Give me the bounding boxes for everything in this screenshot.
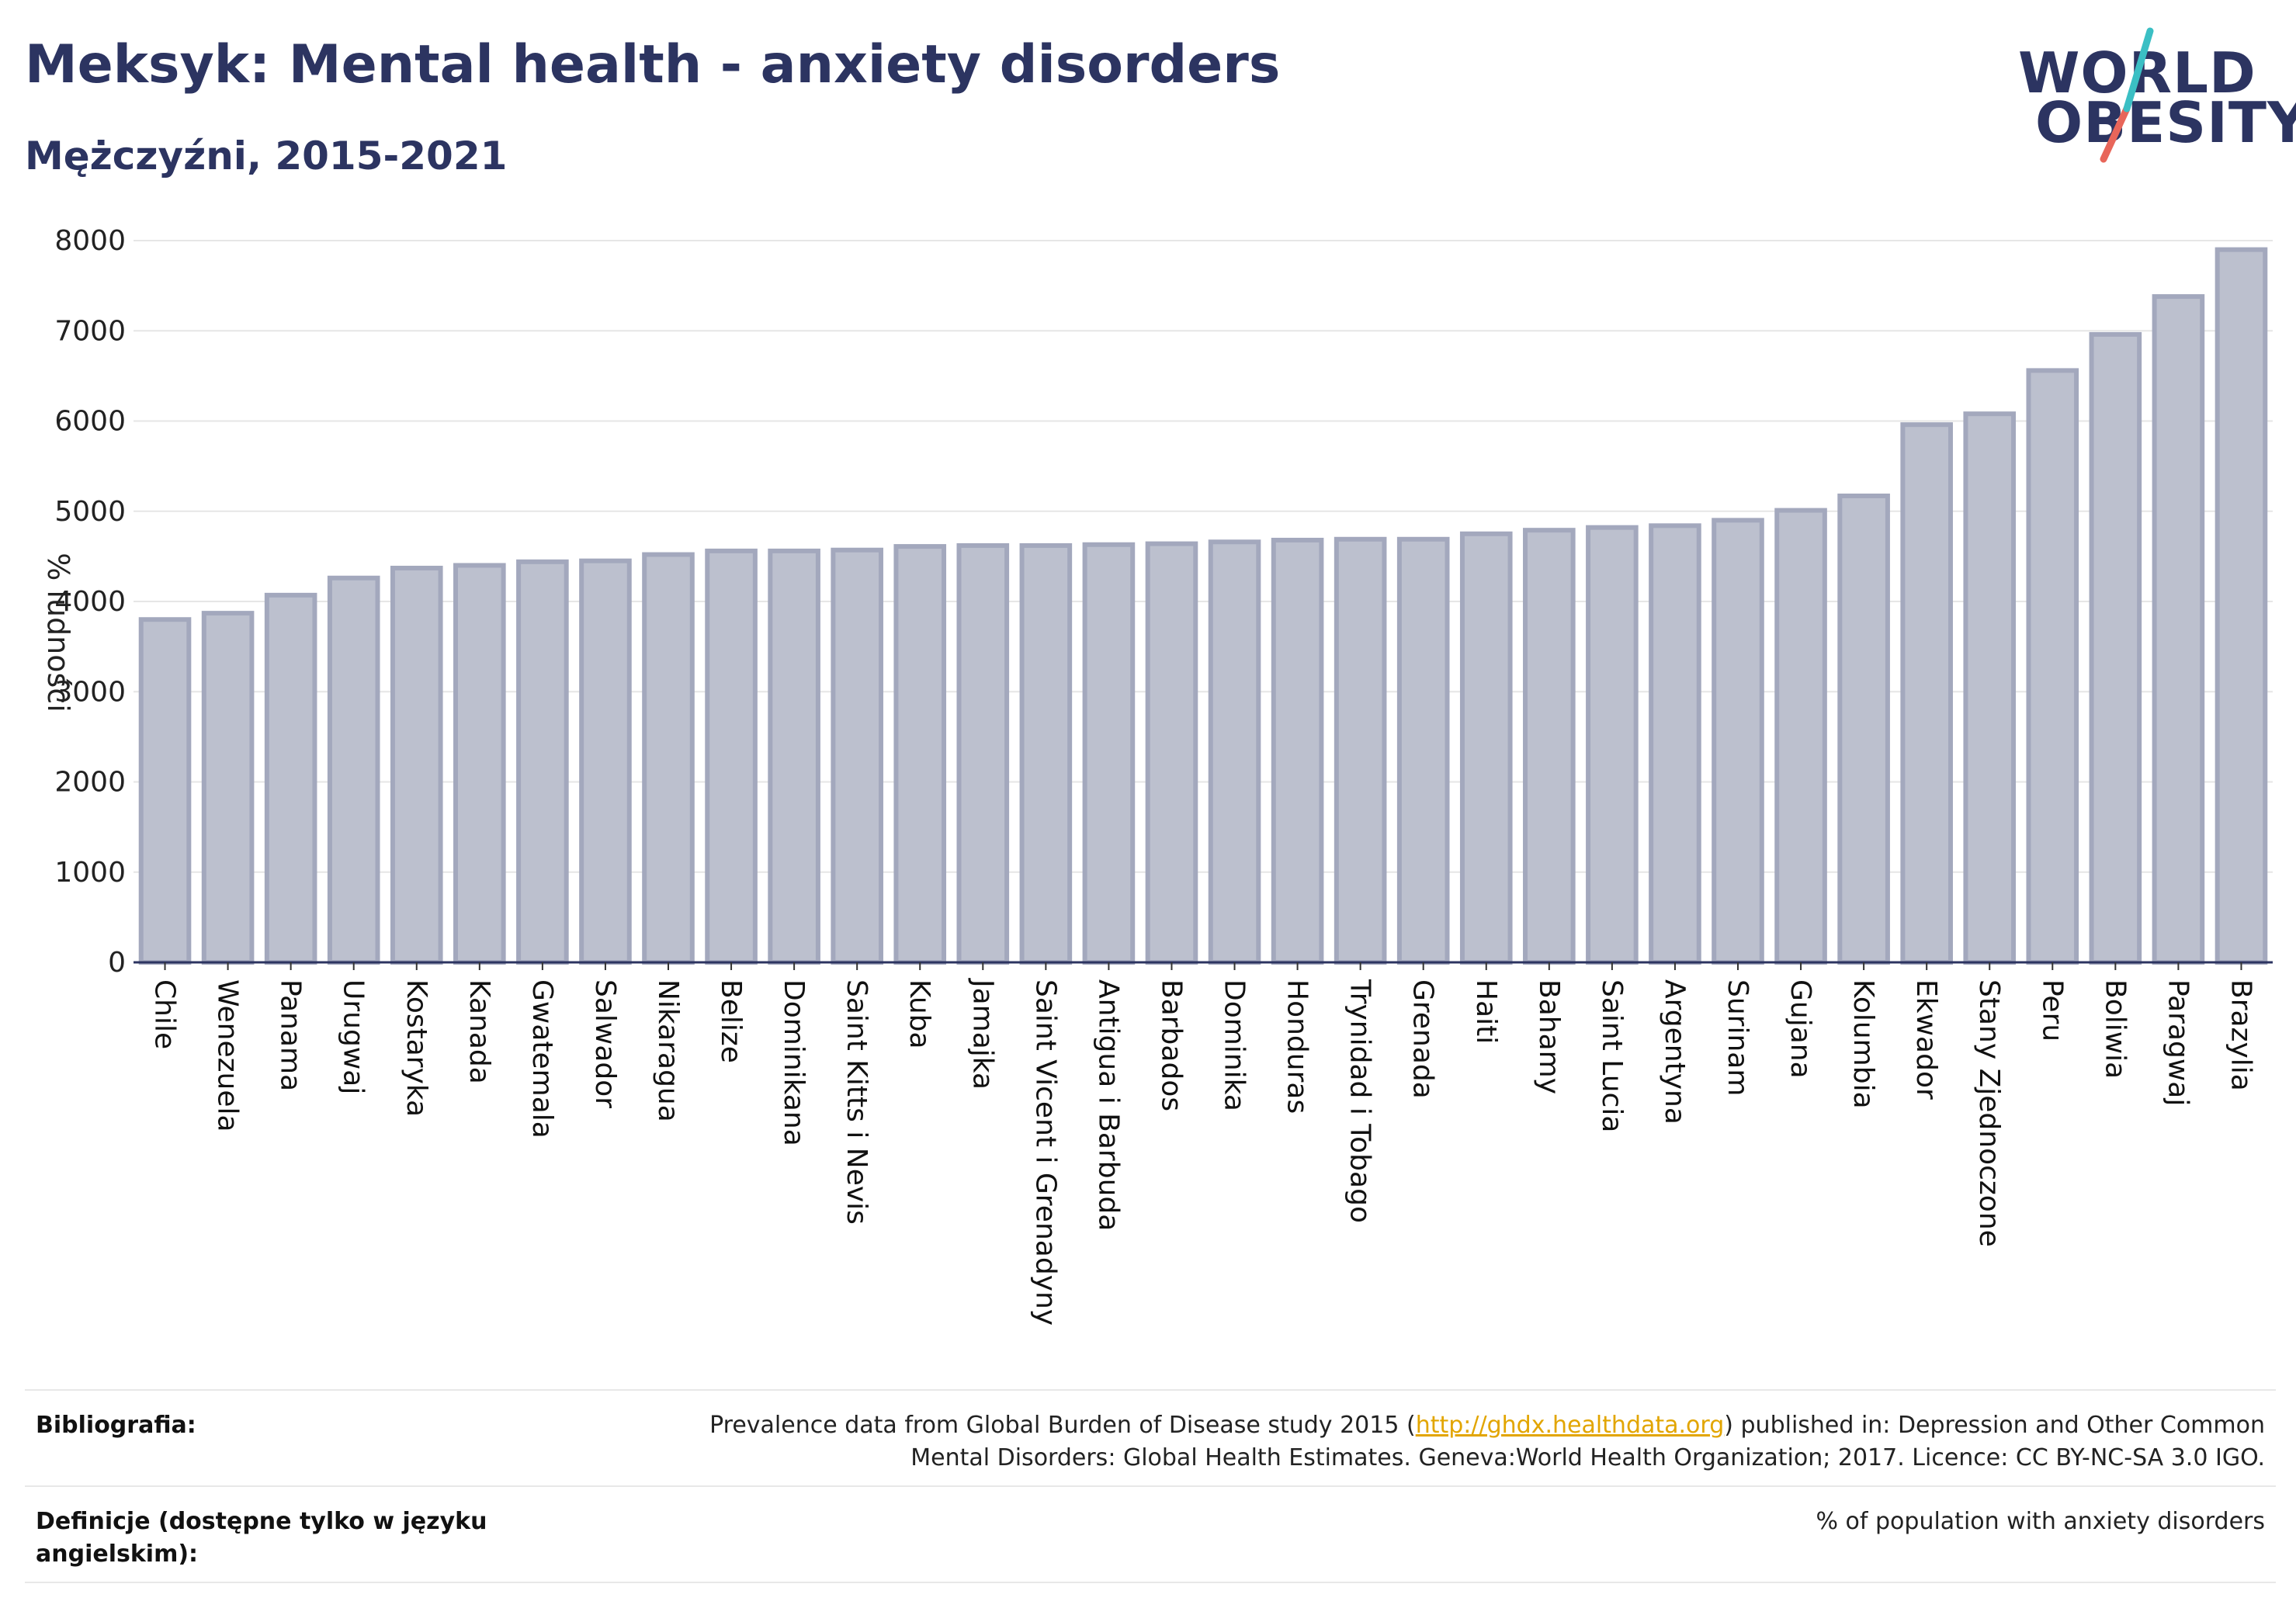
y-tick-label: 0	[108, 947, 126, 979]
x-tick-label: Gwatemala	[526, 979, 558, 1139]
chart-title: Meksyk: Mental health - anxiety disorder…	[25, 34, 1281, 95]
x-tick-label: Haiti	[1470, 979, 1502, 1044]
x-tick-label: Stany Zjednoczone	[1973, 979, 2005, 1247]
logo-word-2: OBESITY	[2035, 90, 2296, 155]
bibliography-label: Bibliografia:	[36, 1412, 196, 1439]
x-tick-label: Peru	[2036, 979, 2068, 1041]
bar	[2152, 294, 2205, 965]
y-tick-label: 6000	[54, 406, 126, 438]
x-tick-label: Gujana	[1784, 979, 1816, 1079]
bar	[264, 592, 317, 965]
y-tick-label: 2000	[54, 767, 126, 799]
x-tick-label: Kostaryka	[401, 979, 432, 1117]
bar	[138, 617, 192, 965]
x-tick-label: Saint Lucia	[1596, 979, 1628, 1132]
footer-definitions-row: Definicje (dostępne tylko w języku angie…	[25, 1485, 2276, 1583]
world-obesity-logo[interactable]: WORLD OBESITY	[2018, 23, 2296, 171]
bar	[956, 542, 1010, 965]
bar	[1963, 411, 2017, 965]
bar-chart: 0 1000 2000 3000 4000 5000 6000 7000 8000 % ludno…	[41, 225, 2273, 1326]
bibliography-text: Prevalence data from Global Burden of Di…	[557, 1409, 2265, 1475]
bar	[390, 565, 443, 965]
bibliography-line2: Mental Disorders: Global Health Estimate…	[910, 1444, 2265, 1471]
bar	[201, 611, 255, 965]
bar	[1334, 536, 1387, 965]
x-tick-label: Urugwaj	[338, 979, 369, 1094]
y-axis-label: % ludności	[41, 553, 75, 712]
bar	[1649, 523, 1701, 965]
x-tick-label: Belize	[715, 979, 747, 1063]
x-tick-label: Barbados	[1155, 979, 1187, 1111]
x-tick-label: Antigua i Barbuda	[1092, 979, 1124, 1231]
x-tick-label: Brazylia	[2225, 979, 2256, 1091]
bar	[705, 548, 758, 965]
bar	[1459, 531, 1513, 965]
y-tick-label: 7000	[54, 315, 126, 347]
x-tick-label: Grenada	[1407, 979, 1439, 1099]
bar	[516, 559, 569, 965]
definitions-text: % of population with anxiety disorders	[1816, 1508, 2265, 1535]
y-tick-label: 5000	[54, 496, 126, 528]
bar	[1271, 537, 1324, 965]
x-tick-label: Surinam	[1722, 979, 1753, 1096]
x-tick-label: Argentyna	[1659, 979, 1691, 1125]
bar	[768, 548, 820, 965]
bar	[1712, 518, 1764, 965]
footer-bibliography-row: Bibliografia: Prevalence data from Globa…	[25, 1389, 2276, 1487]
bar	[2214, 247, 2268, 965]
y-tick-label: 3000	[54, 676, 126, 708]
bibliography-pre: Prevalence data from Global Burden of Di…	[709, 1412, 1416, 1439]
bar	[1396, 536, 1450, 965]
y-tick-label: 8000	[54, 225, 126, 257]
bar	[1900, 422, 1953, 965]
bar	[1523, 528, 1576, 965]
x-tick-label: Trynidad i Tobago	[1344, 979, 1376, 1223]
bar	[1837, 493, 1890, 965]
bar	[831, 547, 883, 965]
bar	[1208, 539, 1261, 965]
x-tick-label: Bahamy	[1533, 979, 1565, 1094]
bar	[1019, 542, 1073, 965]
x-tick-label: Nikaragua	[652, 979, 684, 1122]
bibliography-link[interactable]: http://ghdx.healthdata.org	[1415, 1412, 1725, 1439]
x-tick-label: Chile	[149, 979, 181, 1049]
x-tick-label: Salwador	[589, 979, 621, 1108]
logo-slash-icon	[2100, 27, 2154, 163]
bibliography-post: ) published in: Depression and Other Com…	[1724, 1412, 2265, 1439]
y-tick-label: 1000	[54, 857, 126, 889]
x-tick-label: Dominikana	[778, 979, 810, 1146]
x-tick-label: Saint Kitts i Nevis	[841, 979, 872, 1225]
x-tick-label: Honduras	[1282, 979, 1313, 1114]
definitions-label: Definicje (dostępne tylko w języku angie…	[36, 1508, 487, 1568]
bar	[1082, 542, 1136, 965]
x-tick-label: Saint Vicent i Grenadyny	[1029, 979, 1061, 1326]
x-tick-label: Kanada	[463, 979, 495, 1084]
x-tick-label: Paragwaj	[2162, 979, 2194, 1106]
bar	[2026, 368, 2079, 965]
x-tick-label: Kolumbia	[1847, 979, 1879, 1109]
x-tick-label: Boliwia	[2099, 979, 2131, 1079]
y-tick-label: 4000	[54, 586, 126, 618]
x-tick-label: Panama	[275, 979, 307, 1091]
x-tick-label: Ekwador	[1910, 979, 1942, 1100]
bar	[2089, 331, 2142, 965]
bar	[327, 575, 380, 965]
bar	[1774, 508, 1827, 965]
bar	[893, 544, 947, 965]
chart-subtitle: Mężczyźni, 2015-2021	[25, 133, 508, 178]
x-tick-label: Dominika	[1219, 979, 1250, 1111]
footer-bottom-rule	[25, 1582, 2276, 1583]
x-tick-label: Kuba	[903, 979, 935, 1049]
bar	[579, 558, 632, 965]
bar	[1145, 541, 1198, 965]
bar	[1586, 525, 1639, 965]
x-tick-label: Jamajka	[966, 978, 998, 1090]
bar	[642, 552, 695, 965]
bar	[453, 563, 506, 965]
x-tick-label: Wenezuela	[212, 979, 244, 1132]
